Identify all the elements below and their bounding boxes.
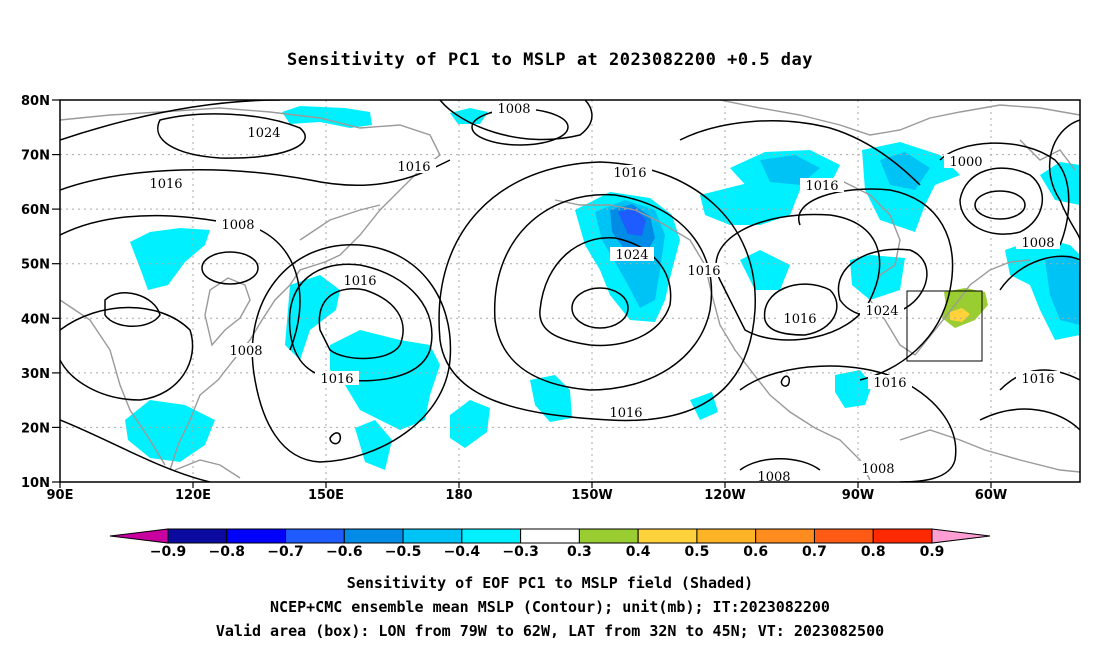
shade-region [618, 208, 646, 236]
shade-region [1045, 255, 1080, 325]
colorbar-label: 0.9 [920, 544, 945, 560]
contour-label: 1016 [149, 177, 182, 192]
colorbar-box [578, 528, 639, 544]
colorbar-box [872, 528, 933, 544]
contour-label: 1008 [497, 102, 530, 117]
colorbar-box [637, 528, 698, 544]
colorbar-label: −0.5 [385, 544, 422, 560]
lat-label-60n: 60N [21, 203, 50, 218]
lat-label-30n: 30N [21, 367, 50, 382]
lon-label-180: 180 [445, 488, 472, 503]
caption-valid-area: Valid area (box): LON from 79W to 62W, L… [215, 622, 885, 640]
lon-label-150e: 150E [308, 488, 344, 503]
lon-label-150w: 150W [571, 488, 612, 503]
colorbar-label: 0.3 [567, 544, 592, 560]
contour-label: 1024 [247, 126, 280, 141]
latitude-labels: 80N 70N 60N 50N 40N 30N 20N 10N [21, 94, 50, 491]
contour-label: 1016 [609, 406, 642, 421]
colorbar-box [520, 528, 580, 544]
contour-label: 1000 [949, 155, 982, 170]
shade-region [330, 330, 440, 430]
contour-label: 1016 [343, 274, 376, 289]
axis-ticks [52, 99, 992, 488]
lat-label-20n: 20N [21, 421, 50, 436]
lon-label-60w: 60W [975, 488, 1007, 503]
caption-contour: NCEP+CMC ensemble mean MSLP (Contour); u… [270, 598, 830, 616]
colorbar-low-arrow [109, 528, 169, 544]
contour-label: 1016 [397, 160, 430, 175]
contour-label: 1016 [613, 166, 646, 181]
colorbar-box [813, 528, 874, 544]
lon-label-120w: 120W [704, 488, 745, 503]
shade-region [530, 375, 572, 422]
colorbar-label: 0.6 [743, 544, 768, 560]
shade-region [355, 420, 392, 470]
contour-label: 1024 [865, 304, 898, 319]
colorbar-box [343, 528, 404, 544]
colorbar-box [226, 528, 287, 544]
colorbar-label: −0.3 [502, 544, 539, 560]
shade-region [285, 275, 340, 360]
caption-shading: Sensitivity of EOF PC1 to MSLP field (Sh… [346, 574, 754, 592]
lon-label-90w: 90W [842, 488, 874, 503]
colorbar-label: −0.9 [150, 544, 187, 560]
colorbar-label: 0.5 [685, 544, 710, 560]
lat-label-80n: 80N [21, 94, 50, 109]
coastlines [60, 100, 1080, 481]
lat-label-40n: 40N [21, 312, 50, 327]
contour-label: 1008 [861, 462, 894, 477]
chart-title: Sensitivity of PC1 to MSLP at 2023082200… [286, 50, 813, 70]
colorbar-box [755, 528, 815, 544]
contour-label: 1016 [320, 372, 353, 387]
colorbar-box [285, 528, 345, 544]
lat-label-70n: 70N [21, 149, 50, 164]
colorbar-box [696, 528, 757, 544]
contour-label: 1016 [805, 179, 838, 194]
shade-region [130, 228, 210, 290]
colorbar-label: −0.8 [209, 544, 246, 560]
shade-region [760, 155, 820, 185]
colorbar-label: −0.7 [267, 544, 304, 560]
sensitivity-shading [125, 106, 1080, 470]
colorbar-box [402, 528, 463, 544]
lat-label-50n: 50N [21, 258, 50, 273]
colorbar-label: 0.4 [626, 544, 651, 560]
colorbar-label: 0.7 [802, 544, 827, 560]
colorbar-label: −0.4 [444, 544, 481, 560]
contour-label: 1008 [229, 344, 262, 359]
contour-label: 1016 [783, 312, 816, 327]
contour-label: 1008 [221, 218, 254, 233]
contour-label: 1024 [615, 248, 648, 263]
contour-label: 1016 [687, 264, 720, 279]
map-frame [59, 99, 1081, 483]
contour-label: 1008 [1021, 236, 1054, 251]
contour-label: 1016 [1021, 372, 1054, 387]
colorbar-high-arrow [931, 528, 991, 544]
contour-label: 1016 [873, 376, 906, 391]
lat-label-10n: 10N [21, 476, 50, 491]
shade-region [450, 400, 490, 448]
contour-label-layer: 1008 1024 1016 1016 1016 1016 1000 1008 … [144, 101, 1060, 485]
lon-label-90e: 90E [47, 488, 74, 503]
shade-region [282, 106, 372, 128]
graticule [60, 100, 1080, 482]
shade-region [740, 250, 790, 290]
lon-label-120e: 120E [175, 488, 211, 503]
colorbar-box [461, 528, 522, 544]
valid-area-box [906, 290, 983, 362]
longitude-labels: 90E 120E 150E 180 150W 120W 90W 60W [47, 488, 1008, 503]
colorbar: −0.9 −0.8 −0.7 −0.6 −0.5 −0.4 −0.3 0.3 0.4 0.5 0.6… [109, 528, 991, 560]
colorbar-box [167, 528, 228, 544]
colorbar-label: 0.8 [861, 544, 886, 560]
colorbar-label: −0.6 [326, 544, 363, 560]
